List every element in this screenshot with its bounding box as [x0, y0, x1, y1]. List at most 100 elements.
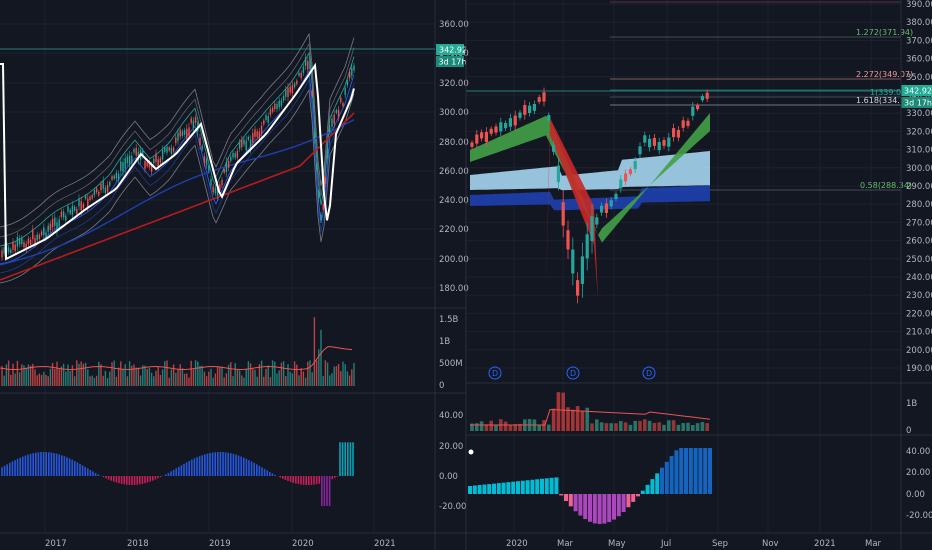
volume-bar	[148, 367, 151, 386]
oscillator-bar	[669, 456, 674, 494]
candle-body	[126, 156, 129, 164]
volume-bar	[575, 406, 580, 431]
volume-bar	[337, 364, 340, 386]
volume-bar	[256, 376, 258, 386]
volume-bar	[128, 361, 131, 386]
left-chart[interactable]: 360.00 340.00 320.00 300.00 280.00 260.0…	[0, 20, 469, 549]
oscillator-bar	[201, 455, 203, 476]
oscillator-bar	[139, 476, 141, 485]
candle-body	[54, 217, 56, 226]
volume-bar	[183, 373, 186, 386]
volume-bar	[155, 370, 157, 386]
volume-bar	[205, 376, 208, 386]
oscillator-bar	[679, 448, 684, 494]
oscillator-bar	[193, 458, 196, 476]
price-tick: 300.00	[439, 108, 469, 118]
oscillator-bar	[37, 452, 40, 476]
svg-text:1B: 1B	[906, 399, 917, 409]
oscillator-bar	[87, 468, 89, 476]
dividend-marker-label: D	[646, 369, 652, 378]
candle-body	[232, 152, 234, 158]
volume-bar	[49, 368, 52, 386]
volume-bar	[18, 372, 21, 386]
volume-bar	[324, 360, 327, 386]
candle-body	[18, 238, 21, 245]
oscillator-bar	[664, 461, 669, 494]
candle-body	[172, 147, 175, 152]
volume-bar	[580, 410, 585, 431]
oscillator-bar	[105, 476, 107, 479]
oscillator-bar	[520, 480, 525, 494]
volume-bar	[671, 420, 676, 431]
right-oscillator-axis: 40.00 20.00 0.00 -20.00	[906, 447, 932, 521]
volume-bar	[320, 329, 322, 386]
volume-bar	[681, 423, 685, 431]
oscillator-bar	[554, 477, 559, 494]
volume-bar	[223, 377, 225, 386]
volume-bar	[199, 365, 201, 386]
candle-body	[523, 105, 527, 115]
volume-bar	[258, 364, 261, 386]
oscillator-bar	[302, 476, 305, 485]
volume-bar	[16, 360, 19, 386]
volume-bar	[484, 424, 489, 431]
left-candles	[1, 53, 355, 261]
candle-body	[45, 232, 47, 238]
candle-body	[238, 142, 241, 149]
right-time-axis[interactable]: 2020 Mar May Jul Sep Nov 2021 Mar	[506, 539, 882, 549]
candle-body	[667, 137, 671, 147]
volume-bar	[177, 369, 179, 386]
left-volume-axis: 1.5B 1B 500M 0	[439, 315, 463, 391]
oscillator-bar	[313, 476, 315, 485]
volume-bar	[170, 369, 173, 386]
svg-text:20.00: 20.00	[906, 468, 930, 478]
candle-body	[117, 173, 120, 181]
oscillator-bar	[214, 452, 216, 476]
volume-bar	[137, 367, 140, 386]
oscillator-bar	[650, 479, 655, 494]
price-badge-text: 342.92	[904, 87, 932, 96]
volume-bar	[221, 366, 223, 386]
candle-body	[263, 120, 265, 125]
fib-labels: 1.272(371.94) 2.272(349.07) 1(339.08) 1.…	[856, 28, 913, 190]
svg-text:Mar: Mar	[865, 539, 882, 549]
volume-bar	[216, 366, 219, 386]
slow-ribbon	[470, 185, 710, 211]
dividend-marker	[566, 366, 580, 380]
mid-moving-average	[0, 118, 355, 266]
price-tick: 330.00	[906, 109, 932, 119]
volume-bar	[210, 368, 212, 386]
oscillator-bar	[133, 476, 136, 485]
right-candles	[470, 87, 709, 304]
svg-text:2017: 2017	[45, 539, 67, 549]
candle-body	[65, 215, 67, 221]
volume-bar	[307, 361, 309, 386]
candle-body	[194, 117, 197, 123]
volume-bar	[133, 364, 135, 386]
price-tick: 220.00	[906, 309, 932, 319]
oscillator-bar	[102, 476, 105, 478]
volume-bar	[60, 366, 63, 386]
volume-bar	[65, 371, 67, 386]
right-price-axis[interactable]: 390.00380.00370.00360.00350.00340.00330.…	[906, 0, 932, 374]
left-time-axis[interactable]: 2017 2018 2019 2020 2021	[45, 539, 396, 549]
oscillator-bar	[688, 448, 693, 494]
volume-bar	[278, 370, 280, 386]
oscillator-bar	[94, 472, 97, 476]
right-chart[interactable]: 1.272(371.94) 2.272(349.07) 1(339.08) 1.…	[466, 0, 932, 549]
candle-body	[135, 147, 137, 156]
dividend-markers[interactable]: D D D	[488, 366, 656, 380]
candle-body	[166, 146, 168, 153]
candle-body	[106, 185, 109, 193]
oscillator-bar	[209, 453, 211, 476]
dividend-marker-label: D	[570, 369, 576, 378]
candle-body	[181, 131, 184, 136]
candle-body	[40, 231, 43, 236]
oscillator-bar	[592, 494, 597, 524]
volume-bar	[62, 363, 65, 386]
volume-average	[470, 408, 711, 426]
candle-body	[326, 148, 329, 159]
oscillator-bar	[79, 463, 81, 476]
